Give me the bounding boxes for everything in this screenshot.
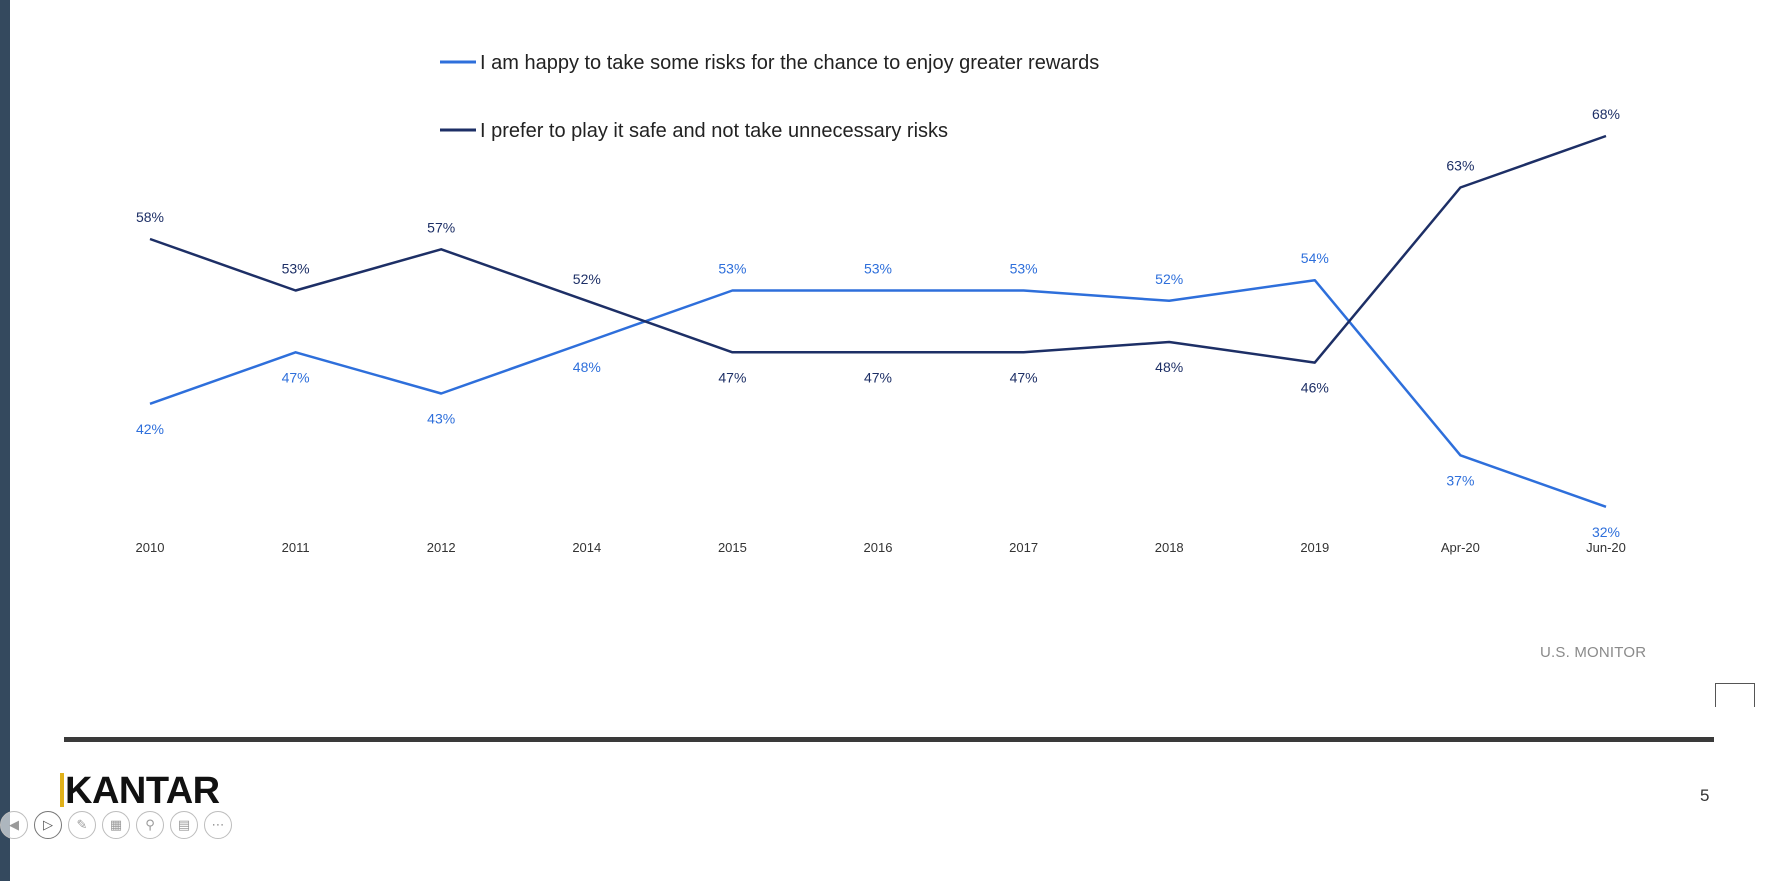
x-tick-label: Apr-20	[1441, 540, 1480, 555]
series-line-2	[149, 134, 1607, 364]
caption-icon[interactable]: ▤	[170, 811, 198, 839]
data-label: 63%	[1446, 158, 1474, 174]
play-icon[interactable]: ▷	[34, 811, 62, 839]
data-label: 53%	[1010, 261, 1038, 277]
slide: I am happy to take some risks for the ch…	[10, 0, 1785, 881]
more-icon[interactable]: ⋯	[204, 811, 232, 839]
data-label: 42%	[136, 421, 164, 437]
data-label: 43%	[427, 411, 455, 427]
data-label: 48%	[1155, 359, 1183, 375]
data-label: 53%	[282, 261, 310, 277]
pen-icon[interactable]: ✎	[68, 811, 96, 839]
legend-label-1: I am happy to take some risks for the ch…	[480, 52, 1099, 74]
data-label: 47%	[718, 369, 746, 385]
x-tick-label: 2019	[1300, 540, 1329, 555]
data-label: 52%	[1155, 271, 1183, 287]
legend-label-2: I prefer to play it safe and not take un…	[480, 120, 948, 142]
corner-box	[1715, 683, 1755, 707]
data-label: 47%	[282, 369, 310, 385]
x-tick-label: 2018	[1155, 540, 1184, 555]
data-label: 58%	[136, 209, 164, 225]
data-label: 47%	[1010, 369, 1038, 385]
data-label: 68%	[1592, 106, 1620, 122]
x-tick-label: 2011	[282, 540, 310, 555]
footer-divider	[64, 737, 1714, 742]
data-label: 53%	[864, 261, 892, 277]
x-tick-label: 2017	[1009, 540, 1038, 555]
logo-text: KANTAR	[65, 770, 220, 812]
data-label: 32%	[1592, 524, 1620, 540]
data-label: 48%	[573, 359, 601, 375]
data-label: 52%	[573, 271, 601, 287]
x-tick-label: 2010	[136, 540, 165, 555]
data-label: 54%	[1301, 250, 1329, 266]
logo-accent-bar	[60, 773, 64, 807]
x-tick-label: 2014	[572, 540, 601, 555]
x-tick-label: 2016	[864, 540, 893, 555]
slides-icon[interactable]: ▦	[102, 811, 130, 839]
page-number: 5	[1700, 786, 1710, 805]
data-label: 53%	[718, 261, 746, 277]
series-line-1	[149, 278, 1607, 508]
data-label: 47%	[864, 369, 892, 385]
line-chart: I am happy to take some risks for the ch…	[136, 52, 1626, 555]
slideshow-controls: ◀ ▷ ✎ ▦ ⚲ ▤ ⋯	[0, 808, 232, 842]
zoom-icon[interactable]: ⚲	[136, 811, 164, 839]
data-label: 46%	[1301, 380, 1329, 396]
data-label: 37%	[1446, 472, 1474, 488]
source-note: U.S. MONITOR	[1540, 644, 1647, 661]
x-tick-label: 2015	[718, 540, 747, 555]
x-tick-label: Jun-20	[1586, 540, 1626, 555]
data-label: 57%	[427, 219, 455, 235]
kantar-logo: KANTAR	[60, 770, 220, 813]
x-tick-label: 2012	[427, 540, 456, 555]
back-icon[interactable]: ◀	[0, 811, 28, 839]
